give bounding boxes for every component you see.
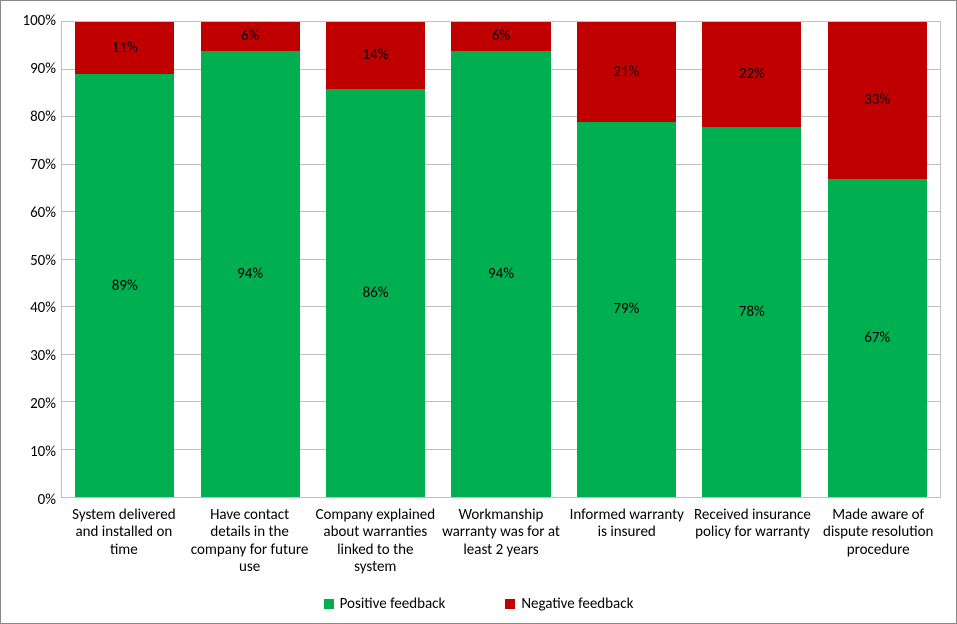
y-tick-label: 70% [6, 156, 56, 174]
data-label: 94% [488, 265, 514, 283]
data-label: 89% [112, 277, 138, 295]
bar-stack: 21% 79% [577, 22, 676, 497]
x-label: Company explained about warranties linke… [314, 507, 436, 573]
data-label: 22% [739, 65, 765, 83]
bar-stack: 6% 94% [201, 22, 300, 497]
bar-segment-negative: 21% [577, 22, 676, 122]
y-tick-label: 100% [6, 12, 56, 30]
x-label-slot: Made aware of dispute resolution procedu… [815, 501, 941, 573]
bar-slot: 14% 86% [313, 22, 438, 497]
bar-segment-negative: 14% [326, 22, 425, 89]
x-label-slot: System delivered and installed on time [61, 501, 187, 573]
bar-slot: 21% 79% [564, 22, 689, 497]
bar-segment-negative: 6% [451, 22, 550, 51]
y-tick-label: 60% [6, 204, 56, 222]
bar-slot: 11% 89% [62, 22, 187, 497]
data-label: 11% [112, 39, 138, 57]
data-label: 33% [864, 91, 890, 109]
bar-segment-positive: 94% [451, 51, 550, 498]
bar-stack: 14% 86% [326, 22, 425, 497]
data-label: 79% [613, 300, 639, 318]
bar-stack: 33% 67% [828, 22, 927, 497]
y-tick-label: 30% [6, 347, 56, 365]
data-label: 78% [739, 303, 765, 321]
x-label: System delivered and installed on time [63, 507, 185, 573]
legend-item-negative: Negative feedback [505, 595, 633, 613]
bar-segment-positive: 86% [326, 89, 425, 498]
bar-slot: 6% 94% [438, 22, 563, 497]
bar-segment-positive: 78% [702, 127, 801, 498]
data-label: 94% [237, 265, 263, 283]
bar-slot: 22% 78% [689, 22, 814, 497]
bar-segment-negative: 11% [75, 22, 174, 74]
legend-label: Negative feedback [521, 595, 633, 613]
x-label-slot: Company explained about warranties linke… [312, 501, 438, 573]
bar-segment-positive: 67% [828, 179, 927, 497]
stacked-bar-chart: 0% 10% 20% 30% 40% 50% 60% 70% 80% 90% 1… [0, 0, 957, 624]
data-label: 14% [363, 46, 389, 64]
bars-row: 11% 89% 6% 94% 14% 86% 6% 94% [62, 22, 940, 497]
legend-label: Positive feedback [340, 595, 446, 613]
x-label: Made aware of dispute resolution procedu… [817, 507, 939, 573]
x-label: Workmanship warranty was for at least 2 … [440, 507, 562, 573]
bar-slot: 33% 67% [815, 22, 940, 497]
bar-stack: 6% 94% [451, 22, 550, 497]
bar-segment-negative: 33% [828, 22, 927, 179]
plot-area: 11% 89% 6% 94% 14% 86% 6% 94% [61, 21, 941, 498]
x-label-slot: Informed warranty is insured [564, 501, 690, 573]
data-label: 6% [241, 27, 259, 45]
y-tick-label: 20% [6, 395, 56, 413]
y-tick-label: 90% [6, 60, 56, 78]
bar-segment-positive: 89% [75, 74, 174, 497]
legend-item-positive: Positive feedback [324, 595, 446, 613]
x-label: Informed warranty is insured [566, 507, 688, 573]
x-label-slot: Received insurance policy for warranty [690, 501, 816, 573]
y-tick-label: 10% [6, 443, 56, 461]
x-label: Have contact details in the company for … [189, 507, 311, 573]
bar-segment-negative: 22% [702, 22, 801, 127]
data-label: 6% [492, 27, 510, 45]
x-label-slot: Have contact details in the company for … [187, 501, 313, 573]
data-label: 86% [363, 284, 389, 302]
x-axis-labels: System delivered and installed on time H… [61, 501, 941, 573]
bar-stack: 11% 89% [75, 22, 174, 497]
data-label: 67% [864, 329, 890, 347]
bar-segment-negative: 6% [201, 22, 300, 51]
legend: Positive feedback Negative feedback [1, 595, 956, 613]
data-label: 21% [613, 63, 639, 81]
y-tick-label: 40% [6, 299, 56, 317]
x-label: Received insurance policy for warranty [692, 507, 814, 573]
bar-slot: 6% 94% [187, 22, 312, 497]
legend-swatch-negative [505, 599, 515, 609]
x-label-slot: Workmanship warranty was for at least 2 … [438, 501, 564, 573]
bar-segment-positive: 79% [577, 122, 676, 497]
y-tick-label: 80% [6, 108, 56, 126]
legend-swatch-positive [324, 599, 334, 609]
bar-stack: 22% 78% [702, 22, 801, 497]
y-tick-label: 50% [6, 252, 56, 270]
y-tick-label: 0% [6, 491, 56, 509]
bar-segment-positive: 94% [201, 51, 300, 498]
